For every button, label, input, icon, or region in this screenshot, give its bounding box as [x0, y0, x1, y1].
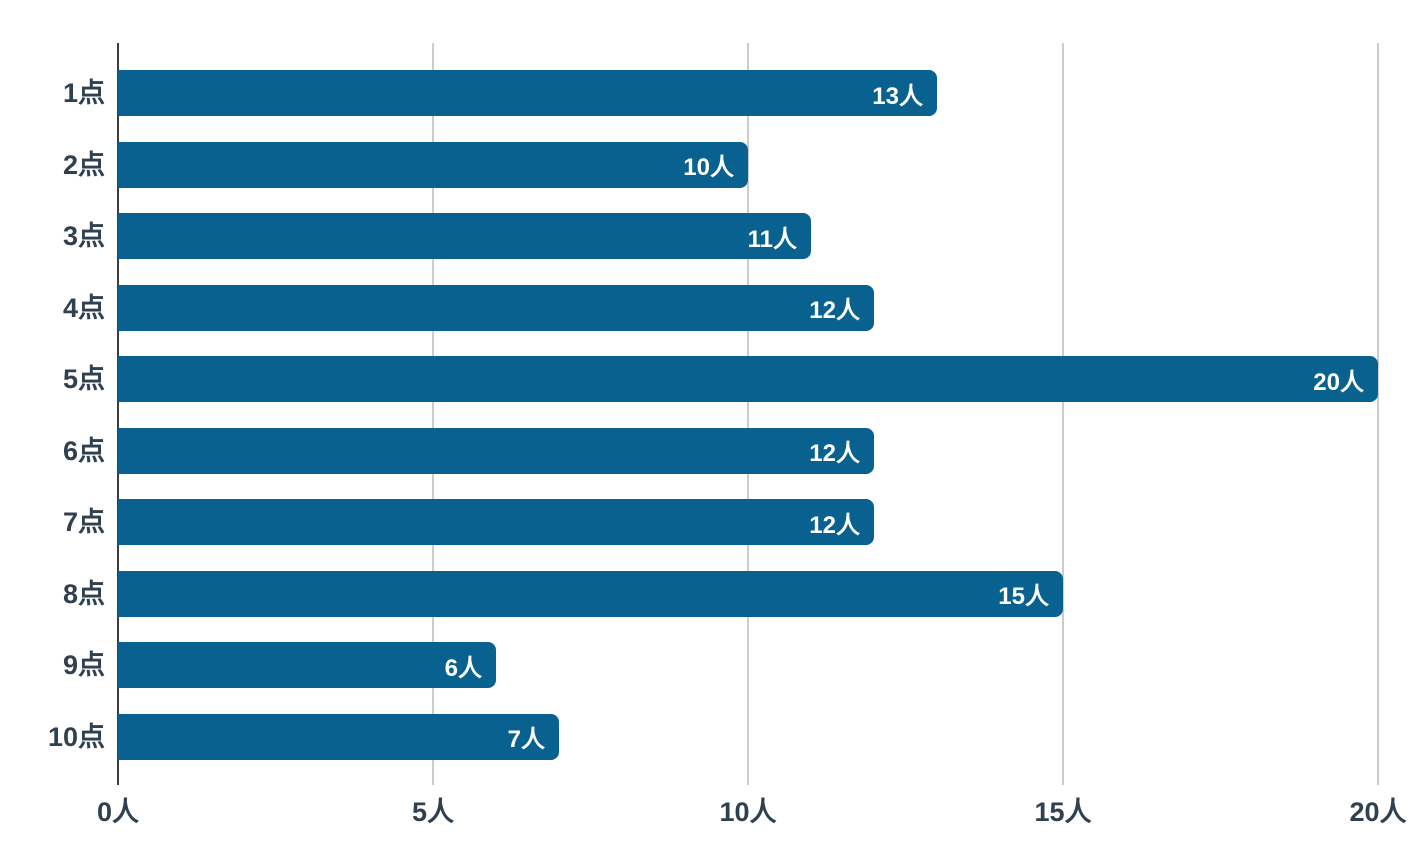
category-label: 9点	[62, 650, 105, 681]
category-label: 1点	[62, 78, 105, 108]
bar-value-label: 12人	[809, 511, 860, 539]
category-label: 10点	[47, 721, 105, 752]
bar-value-label: 11人	[747, 225, 797, 253]
bar: 7人	[118, 713, 559, 760]
category-label: 7点	[62, 507, 105, 538]
bar: 12人	[118, 427, 874, 474]
gridline	[1062, 43, 1064, 785]
bar: 12人	[118, 499, 874, 546]
x-axis-tick-label: 0人	[96, 797, 140, 827]
category-label: 5点	[62, 364, 105, 395]
y-axis-line	[117, 43, 119, 785]
bar-value-label: 20人	[1313, 368, 1364, 396]
plot-area: 13人 10人 11人 12人 20人 12人 12人 15人 6人 7人	[117, 43, 1379, 785]
x-axis-tick-label: 15人	[1034, 797, 1092, 827]
bar: 15人	[118, 570, 1063, 617]
bar: 11人	[118, 213, 811, 260]
x-axis-tick-label: 5人	[411, 797, 455, 827]
bar-value-label: 12人	[809, 297, 860, 325]
x-axis-tick-label: 10人	[719, 797, 777, 827]
bar-value-label: 12人	[809, 440, 860, 468]
bar: 20人	[118, 356, 1378, 403]
gridline	[1377, 43, 1379, 785]
category-label: 4点	[62, 292, 105, 323]
bar-value-label: 15人	[998, 583, 1049, 611]
bar: 10人	[118, 141, 748, 188]
category-label: 8点	[62, 578, 105, 609]
gridline	[747, 43, 749, 785]
bar: 12人	[118, 284, 874, 331]
category-label: 6点	[62, 435, 105, 466]
category-label: 3点	[62, 221, 105, 252]
gridline	[432, 43, 434, 785]
bar-value-label: 10人	[683, 154, 734, 182]
bar-value-label: 7人	[507, 726, 545, 754]
bar-value-label: 6人	[444, 654, 482, 682]
bar: 6人	[118, 642, 496, 689]
x-axis-tick-label: 20人	[1349, 797, 1407, 827]
bar: 13人	[118, 70, 937, 116]
bar-value-label: 13人	[872, 82, 923, 110]
category-label: 2点	[62, 149, 105, 180]
